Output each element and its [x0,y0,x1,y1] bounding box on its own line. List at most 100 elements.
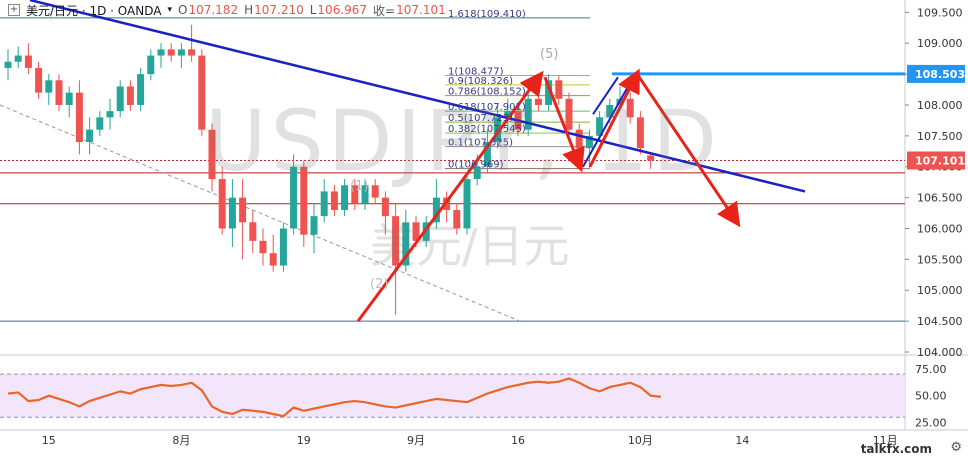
low-value: 106.967 [317,3,368,17]
candle-body [494,117,502,143]
price-tick-label: 109.500 [917,6,963,19]
price-tick-label: 107.500 [917,130,963,143]
candle-body [208,129,216,180]
close-label: 收= [373,3,396,18]
candle-body [188,49,196,56]
candle-body [412,222,420,241]
fib-label: 0.786(108.152) [448,87,526,98]
candle-body [290,166,298,229]
candle-body [45,80,53,93]
candle-body [239,197,247,223]
symbol-label[interactable]: 美元/日元 · 1D · OANDA [26,3,162,18]
price-tick-label: 105.500 [917,253,963,266]
candle-body [198,55,206,130]
candle-body [330,191,338,210]
candle-body [228,197,236,229]
candle-body [606,104,614,118]
gear-icon[interactable]: ⚙ [950,440,962,455]
fib-label: 1.618(109.410) [448,9,526,20]
candle-body [565,98,573,130]
candle-body [596,117,604,136]
rsi-tick-label: 75.00 [915,363,947,376]
candle-body [14,55,22,62]
price-tick-label: 105.000 [917,284,963,297]
low-label: L [309,3,317,17]
candle-body [259,240,267,254]
fib-label: 0(106.969) [448,160,504,171]
time-tick-label: 16 [511,434,525,447]
candle-body [157,49,165,56]
fib-label: 0.382(107.545) [448,124,526,135]
candle-body [453,209,461,229]
candle-body [626,98,634,118]
candle-body [483,142,491,167]
candle-body [4,61,12,68]
candle-body [647,155,655,161]
high-label: H [244,3,254,17]
candle-body [35,67,43,93]
plus-box-icon[interactable]: + [8,4,20,16]
close-value: 107.101 [396,3,446,17]
fib-label: 0.9(108.326) [448,76,513,87]
channel-line-upper [592,76,619,115]
open-value: 107.182 [188,3,239,17]
fib-label: 1(108.477) [448,67,504,78]
candle-body [249,222,257,241]
candle-body [432,197,440,223]
wave-arrow [588,68,640,168]
wave-label-2: (2) [370,277,388,292]
price-tick-label: 104.000 [917,346,963,359]
wave-arrow [635,73,741,228]
last-price-badge: 107.101 [915,154,965,167]
candle-body [279,228,287,266]
rsi-band [0,374,905,418]
time-tick-label: 10月 [628,434,653,447]
time-tick-label: 8月 [172,434,190,447]
candle-body [24,55,32,68]
fib-label: 0.1(107.325) [448,138,513,149]
price-tick-label: 109.000 [917,37,963,50]
candle-body [55,80,63,105]
chart-header: + 美元/日元 · 1D · OANDA ▾ O 107.182 H 107.2… [0,0,452,20]
wave-arrow [356,70,544,323]
candle-body [177,49,185,56]
candle-body [269,253,277,266]
fib-label: 0.5(107.723) [448,113,513,124]
candle-body [555,80,563,99]
candle-body [65,92,73,105]
time-tick-label: 15 [42,434,56,447]
candle-body [116,86,124,112]
rsi-tick-label: 50.00 [915,390,947,403]
time-tick-label: 19 [297,434,311,447]
candle-body [636,117,644,149]
candle-body [545,80,553,105]
candle-body [320,191,328,217]
candle-body [86,129,94,143]
candle-body [341,185,349,210]
candle-body [167,49,175,56]
candle-body [534,98,542,105]
candle-body [75,92,83,143]
candle-body [473,166,481,180]
target-price-badge: 108.503 [915,68,965,81]
candle-body [218,179,226,229]
channel-line-lower [582,73,636,168]
candle-body [351,185,359,204]
time-tick-label: 9月 [407,434,425,447]
candle-body [137,74,145,105]
candle-body [106,111,114,118]
chevron-down-icon[interactable]: ▾ [167,5,172,15]
candle-body [575,129,583,149]
time-tick-label: 14 [735,434,749,447]
candle-body [392,216,400,266]
target-price-badge-bg [907,64,965,83]
candle-body [381,197,389,217]
fib-label: 0.618(107.901) [448,102,526,113]
candle-body [310,216,318,235]
candle-body [96,117,104,130]
wave-arrow [543,76,585,173]
candle-body [371,185,379,198]
last-price-badge-bg [907,151,965,170]
